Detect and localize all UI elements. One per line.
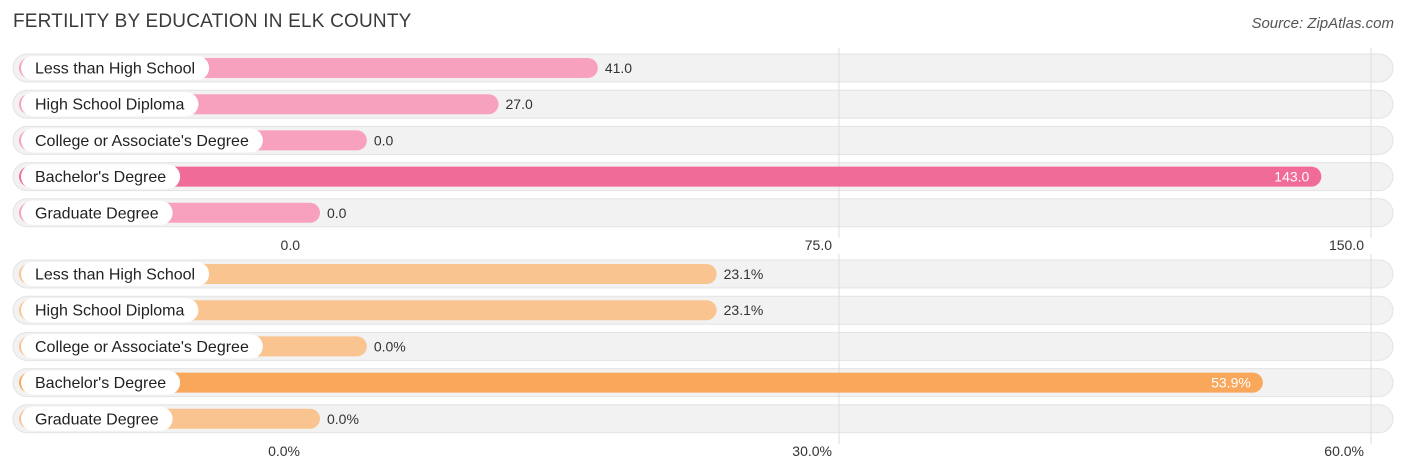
value-label: 41.0	[605, 60, 632, 76]
category-label: College or Associate's Degree	[35, 339, 249, 356]
category-label: Bachelor's Degree	[35, 375, 166, 392]
bar	[19, 372, 1263, 393]
tick-label: 0.0	[281, 237, 301, 253]
tick-label: 75.0	[805, 237, 832, 253]
category-label: Bachelor's Degree	[35, 169, 166, 186]
bar	[19, 166, 1322, 187]
category-label-pill	[21, 298, 199, 323]
tick-label: 60.0%	[1324, 443, 1364, 459]
category-label: Less than High School	[35, 267, 195, 284]
value-label: 23.1%	[724, 266, 764, 282]
category-label-pill	[21, 370, 181, 395]
category-label: High School Diploma	[35, 97, 185, 114]
row-background	[12, 198, 1394, 228]
category-label-pill	[21, 56, 210, 80]
category-label-pill	[21, 406, 173, 431]
value-label: 0.0	[374, 132, 394, 148]
value-label: 27.0	[506, 96, 533, 112]
category-label-pill	[21, 200, 173, 225]
value-label: 23.1%	[724, 302, 764, 318]
value-label: 0.0%	[374, 338, 406, 354]
row-background	[12, 404, 1394, 434]
value-label: 143.0	[1274, 169, 1309, 185]
chart-title: FERTILITY BY EDUCATION IN ELK COUNTY	[13, 11, 412, 32]
category-label: High School Diploma	[35, 303, 185, 320]
category-label: Less than High School	[35, 61, 195, 78]
category-label-pill	[21, 334, 263, 359]
category-label-pill	[21, 164, 181, 189]
value-label: 0.0%	[327, 411, 359, 427]
category-label: Graduate Degree	[35, 205, 159, 222]
category-label-pill	[21, 262, 210, 286]
value-label: 0.0	[327, 205, 347, 221]
tick-label: 150.0	[1329, 237, 1364, 253]
tick-label: 0.0%	[268, 443, 300, 459]
category-label: College or Associate's Degree	[35, 133, 249, 150]
source-label: Source: ZipAtlas.com	[1251, 15, 1394, 32]
category-label-pill	[21, 128, 263, 153]
tick-label: 30.0%	[792, 443, 832, 459]
category-label: Graduate Degree	[35, 411, 159, 428]
category-label-pill	[21, 92, 199, 117]
value-label: 53.9%	[1211, 375, 1251, 391]
